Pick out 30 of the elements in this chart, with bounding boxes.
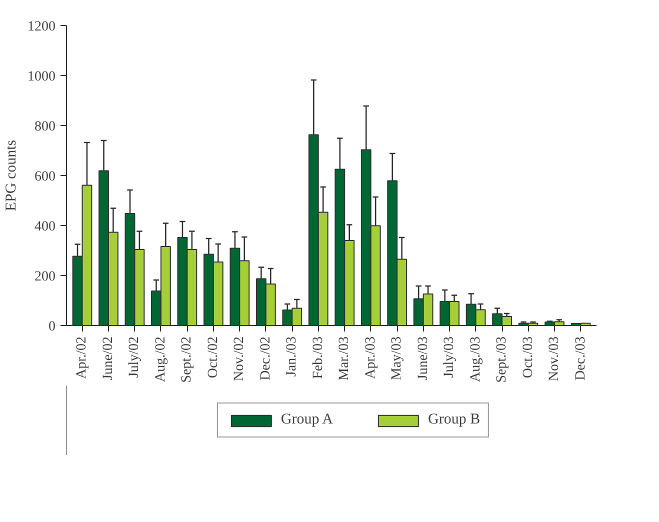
x-tick-label: Aug./02 — [153, 336, 168, 382]
x-tick-label: Dec./02 — [258, 336, 274, 380]
x-tick-label: Nov./02 — [232, 336, 248, 382]
x-tick-label: Mar./03 — [337, 336, 352, 380]
x-tick-label: Sept./03 — [494, 336, 510, 383]
x-tick-label: May/03 — [390, 336, 405, 380]
x-tick-label: Apr./02 — [74, 336, 90, 379]
x-tick-label: June/03 — [416, 336, 431, 380]
x-tick-label: July/03 — [442, 336, 458, 378]
legend-label: Group B — [428, 412, 480, 428]
y-tick-label: 0 — [48, 320, 56, 334]
y-axis-title: EPG counts — [4, 140, 20, 212]
legend-label: Group A — [280, 412, 333, 428]
x-tick-label: July/02 — [127, 336, 142, 378]
x-tick-label: Apr./03 — [363, 336, 378, 379]
x-tick-label: Aug./03 — [468, 336, 484, 382]
y-tick-label: 200 — [34, 270, 56, 284]
x-tick-label: Nov./03 — [547, 336, 562, 382]
x-tick-label: Sept./02 — [180, 336, 195, 383]
x-tick-label: Dec./03 — [573, 336, 588, 380]
x-tick-label: Jan./03 — [284, 336, 300, 377]
x-tick-label: Oct./02 — [206, 336, 221, 378]
x-tick-label: June/02 — [100, 336, 116, 380]
y-tick-label: 600 — [34, 170, 56, 184]
x-tick-label: Feb./03 — [310, 336, 326, 379]
y-tick-label: 400 — [34, 220, 56, 234]
y-tick-label: 1000 — [28, 70, 56, 84]
y-tick-label: 1200 — [28, 20, 56, 34]
y-tick-label: 800 — [34, 120, 56, 134]
x-tick-label: Oct./03 — [520, 336, 536, 378]
